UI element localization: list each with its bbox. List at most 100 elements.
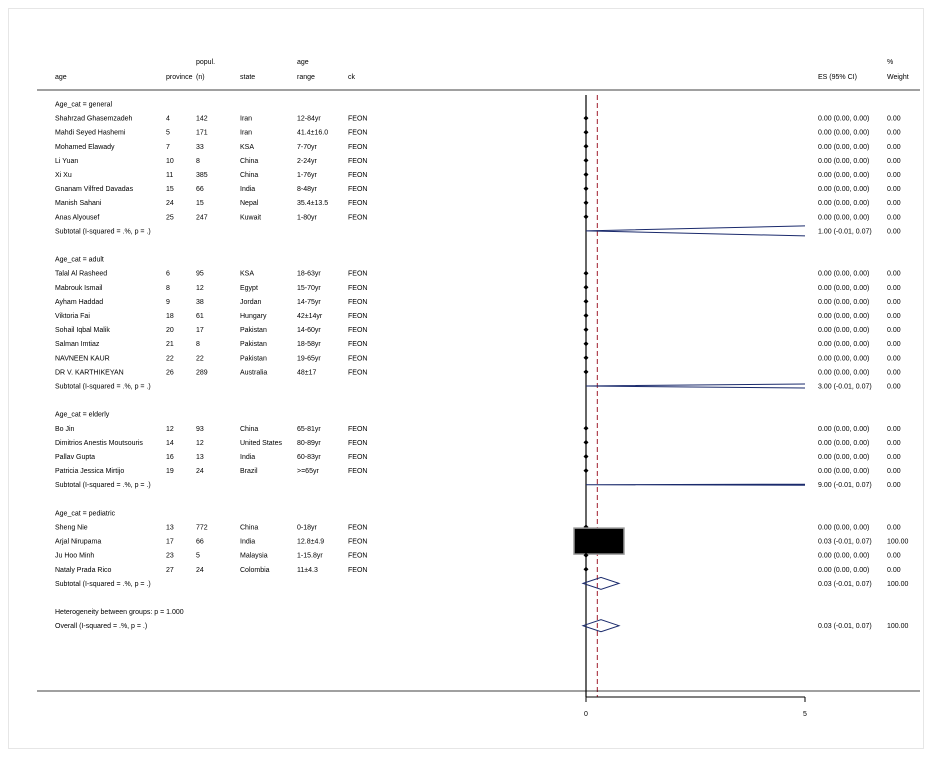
study-label: DR V. KARTHIKEYAN bbox=[55, 369, 124, 376]
study-range: 12-84yr bbox=[297, 116, 321, 123]
study-range: 12.8±4.9 bbox=[297, 539, 324, 546]
study-n: 61 bbox=[196, 313, 204, 320]
study-ck: FEON bbox=[348, 525, 367, 532]
study-state: Malaysia bbox=[240, 553, 268, 560]
study-ck: FEON bbox=[348, 313, 367, 320]
study-province: 6 bbox=[166, 271, 170, 278]
study-province: 16 bbox=[166, 454, 174, 461]
study-es: 0.00 (0.00, 0.00) bbox=[818, 341, 869, 348]
study-province: 10 bbox=[166, 158, 174, 165]
study-label: Ayham Haddad bbox=[55, 299, 103, 306]
study-es: 0.00 (0.00, 0.00) bbox=[818, 553, 869, 560]
subtotal-ci bbox=[585, 383, 806, 389]
overall-weight: 100.00 bbox=[887, 623, 909, 630]
study-state: Hungary bbox=[240, 313, 267, 320]
study-province: 15 bbox=[166, 186, 174, 193]
study-point bbox=[583, 327, 589, 333]
overall-diamond bbox=[581, 619, 621, 633]
study-ck: FEON bbox=[348, 327, 367, 334]
subtotal-weight: 0.00 bbox=[887, 228, 901, 235]
study-state: China bbox=[240, 172, 258, 179]
subtotal-weight: 0.00 bbox=[887, 482, 901, 489]
study-n: 22 bbox=[196, 355, 204, 362]
header-c1: age bbox=[55, 74, 67, 81]
study-point bbox=[583, 439, 589, 445]
study-weight: 100.00 bbox=[887, 539, 909, 546]
overall-label: Overall (I-squared = .%, p = .) bbox=[55, 623, 147, 630]
study-n: 5 bbox=[196, 553, 200, 560]
study-n: 33 bbox=[196, 144, 204, 151]
study-label: Manish Sahani bbox=[55, 200, 102, 207]
study-state: Pakistan bbox=[240, 341, 267, 348]
study-province: 23 bbox=[166, 553, 174, 560]
study-label: Shahrzad Ghasemzadeh bbox=[55, 116, 133, 123]
study-state: Pakistan bbox=[240, 355, 267, 362]
study-point bbox=[583, 313, 589, 318]
study-point bbox=[583, 200, 589, 206]
study-point bbox=[583, 115, 589, 121]
study-state: India bbox=[240, 454, 255, 461]
overall-es: 0.03 (-0.01, 0.07) bbox=[818, 623, 872, 630]
study-state: Iran bbox=[240, 130, 252, 137]
study-point bbox=[583, 270, 589, 276]
study-es: 0.00 (0.00, 0.00) bbox=[818, 214, 869, 221]
study-state: Brazil bbox=[240, 468, 258, 475]
study-es: 0.00 (0.00, 0.00) bbox=[818, 172, 869, 179]
study-n: 12 bbox=[196, 285, 204, 292]
study-point bbox=[583, 341, 589, 347]
study-weight: 0.00 bbox=[887, 468, 901, 475]
study-weight: 0.00 bbox=[887, 440, 901, 447]
study-province: 18 bbox=[166, 313, 174, 320]
study-n: 24 bbox=[196, 567, 204, 574]
study-ck: FEON bbox=[348, 158, 367, 165]
study-weight: 0.00 bbox=[887, 355, 901, 362]
subtotal-label: Subtotal (I-squared = .%, p = .) bbox=[55, 482, 151, 489]
header-c2: province bbox=[166, 74, 193, 81]
study-range: 1-15.8yr bbox=[297, 553, 323, 560]
study-province: 24 bbox=[166, 200, 174, 207]
study-label: Dimitrios Anestis Moutsouris bbox=[55, 440, 143, 447]
study-label: NAVNEEN KAUR bbox=[55, 355, 110, 362]
study-label: Xi Xu bbox=[55, 172, 72, 179]
study-point bbox=[583, 454, 589, 459]
study-range: 35.4±13.5 bbox=[297, 200, 328, 207]
study-province: 26 bbox=[166, 369, 174, 376]
header-c5-top: age bbox=[297, 59, 309, 66]
study-n: 38 bbox=[196, 299, 204, 306]
study-point bbox=[583, 186, 589, 192]
study-es: 0.00 (0.00, 0.00) bbox=[818, 440, 869, 447]
subtotal-diamond bbox=[581, 576, 621, 590]
x-tick-label: 0 bbox=[584, 711, 588, 718]
study-province: 22 bbox=[166, 355, 174, 362]
header-w: Weight bbox=[887, 74, 909, 81]
study-weight: 0.00 bbox=[887, 172, 901, 179]
study-point bbox=[583, 143, 589, 149]
study-es: 0.00 (0.00, 0.00) bbox=[818, 454, 869, 461]
study-province: 4 bbox=[166, 116, 170, 123]
study-province: 8 bbox=[166, 285, 170, 292]
subtotal-label: Subtotal (I-squared = .%, p = .) bbox=[55, 581, 151, 588]
study-ck: FEON bbox=[348, 299, 367, 306]
study-range: 42±14yr bbox=[297, 313, 323, 320]
study-point bbox=[583, 214, 589, 220]
study-ck: FEON bbox=[348, 186, 367, 193]
study-province: 12 bbox=[166, 426, 174, 433]
study-state: KSA bbox=[240, 144, 254, 151]
study-es: 0.00 (0.00, 0.00) bbox=[818, 426, 869, 433]
study-range: 14-75yr bbox=[297, 299, 321, 306]
study-point bbox=[583, 157, 589, 163]
study-es: 0.00 (0.00, 0.00) bbox=[818, 158, 869, 165]
study-range: 8-48yr bbox=[297, 186, 318, 193]
study-es: 0.00 (0.00, 0.00) bbox=[818, 285, 869, 292]
study-n: 171 bbox=[196, 130, 208, 137]
plot-frame bbox=[8, 8, 924, 749]
subtotal-label: Subtotal (I-squared = .%, p = .) bbox=[55, 384, 151, 391]
study-weight: 0.00 bbox=[887, 426, 901, 433]
subtotal-es: 3.00 (-0.01, 0.07) bbox=[818, 384, 872, 391]
study-es: 0.00 (0.00, 0.00) bbox=[818, 468, 869, 475]
study-label: Mabrouk Ismail bbox=[55, 285, 103, 292]
study-es: 0.00 (0.00, 0.00) bbox=[818, 299, 869, 306]
study-province: 7 bbox=[166, 144, 170, 151]
group-title-1: Age_cat = adult bbox=[55, 257, 104, 264]
